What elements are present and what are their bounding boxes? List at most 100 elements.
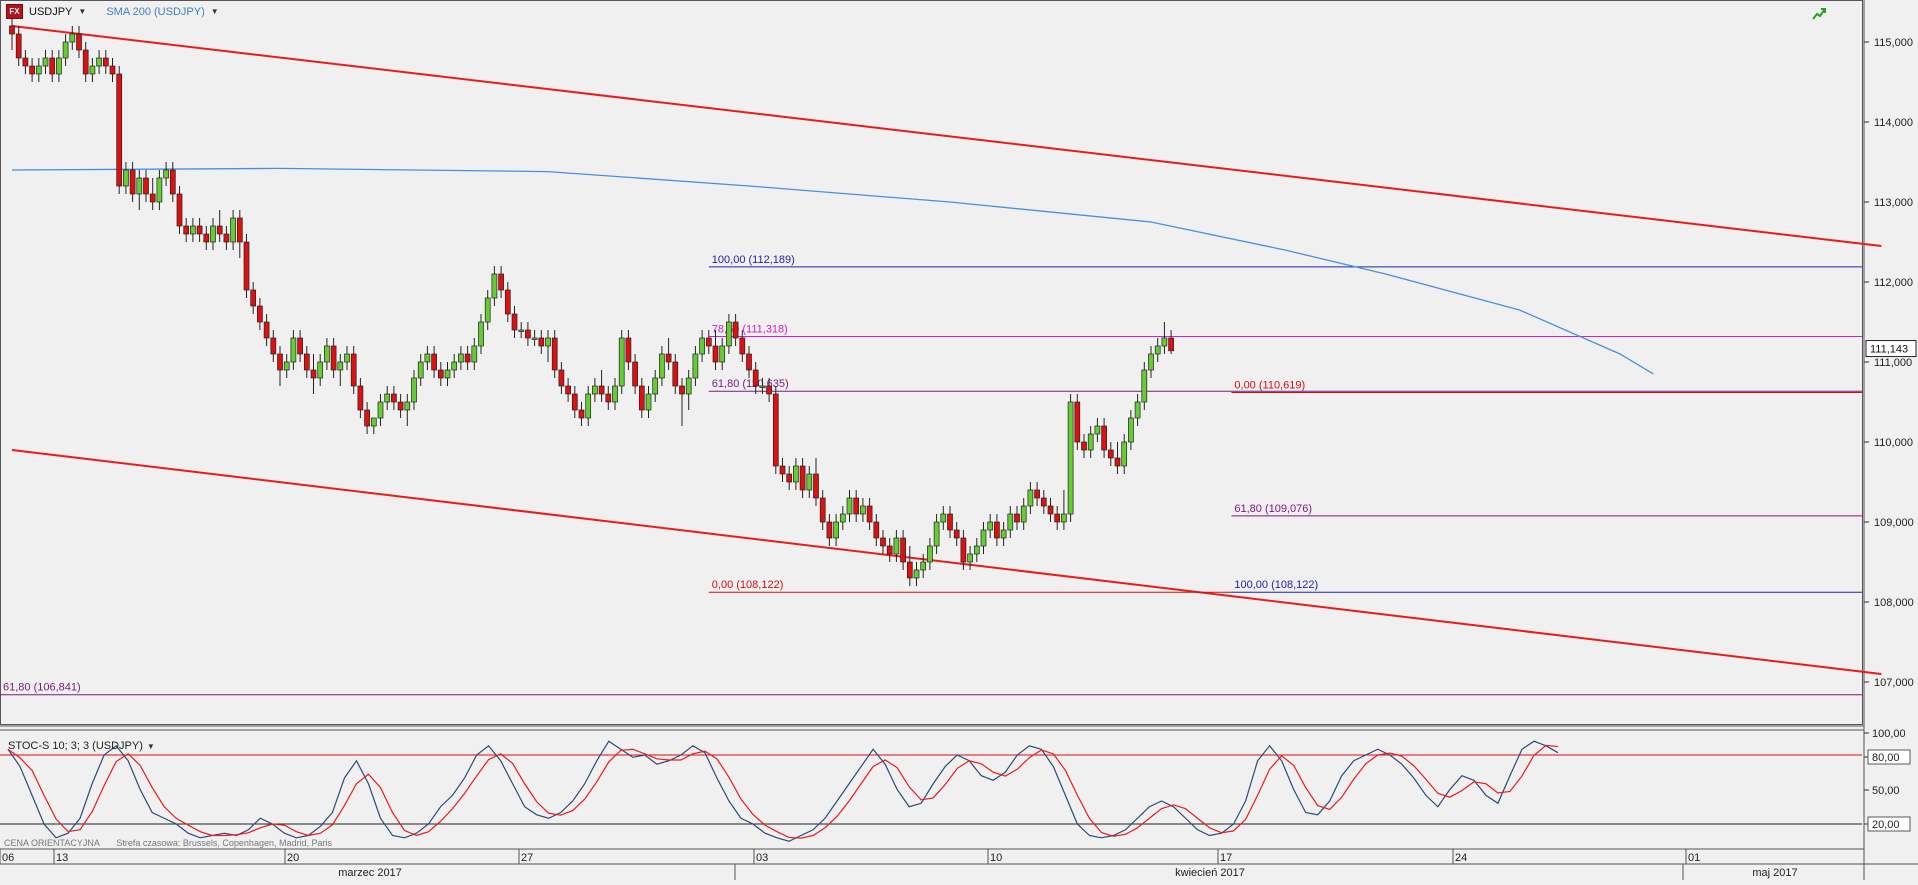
candle xyxy=(866,498,873,530)
candle xyxy=(565,378,571,402)
candle xyxy=(123,162,129,194)
candle-body xyxy=(1141,369,1148,403)
candle xyxy=(927,538,933,570)
candle xyxy=(525,322,531,346)
candle xyxy=(645,386,652,418)
sma-dropdown-icon[interactable]: ▼ xyxy=(210,7,219,16)
fib-level-label: 0,00 (108,122) xyxy=(712,579,784,591)
candle xyxy=(109,58,116,82)
candle xyxy=(799,458,806,498)
candle-body xyxy=(498,273,504,291)
candle-body xyxy=(9,25,15,35)
candle-body xyxy=(1121,441,1128,467)
candle-body xyxy=(1074,401,1081,443)
candle xyxy=(967,546,973,570)
symbol-dropdown-icon[interactable]: ▼ xyxy=(78,7,87,16)
candle xyxy=(679,378,685,426)
candle-body xyxy=(772,393,779,467)
candle xyxy=(230,210,236,250)
candle xyxy=(551,330,558,378)
candle-body xyxy=(645,393,652,411)
stoch-tick-label: 50,00 xyxy=(1872,785,1900,797)
candle-body xyxy=(1114,457,1121,467)
candle-body xyxy=(350,353,357,387)
candle xyxy=(9,18,15,50)
candle xyxy=(35,58,42,82)
candle-body xyxy=(853,497,860,515)
candle xyxy=(163,162,169,186)
stoch-k-line xyxy=(7,740,1559,842)
day-label: 20 xyxy=(287,852,299,864)
candle xyxy=(190,218,196,242)
candle xyxy=(404,394,411,426)
candle xyxy=(893,530,900,562)
candle xyxy=(1000,522,1007,546)
symbol-selector[interactable]: USDJPY xyxy=(29,5,73,18)
candle xyxy=(672,354,679,394)
candle xyxy=(592,378,598,402)
candle xyxy=(42,50,49,74)
candle-body xyxy=(263,321,270,339)
candle xyxy=(377,394,384,426)
month-label: marzec 2017 xyxy=(338,867,402,879)
candle-body xyxy=(692,353,699,379)
candle-body xyxy=(424,353,431,363)
candle-body xyxy=(384,393,391,403)
candle xyxy=(283,354,290,378)
sma-indicator-label[interactable]: SMA 200 (USDJPY) xyxy=(106,5,205,18)
candle xyxy=(478,314,484,354)
candle xyxy=(511,306,518,338)
candle xyxy=(1094,418,1101,442)
candle-body xyxy=(960,537,967,563)
stoch-dropdown-icon[interactable]: ▼ xyxy=(146,741,155,751)
chart-trend-icon[interactable] xyxy=(1812,8,1826,20)
candle xyxy=(263,314,270,346)
candle xyxy=(746,346,752,378)
price-tick-label: 107,000 xyxy=(1874,677,1914,689)
sma-200-line xyxy=(11,167,1654,375)
candle xyxy=(384,386,391,410)
candle xyxy=(933,514,940,554)
candle-body xyxy=(109,65,116,75)
candle xyxy=(458,346,464,370)
candle xyxy=(1040,490,1047,514)
candle xyxy=(196,218,203,242)
candle xyxy=(169,162,176,202)
candle-body xyxy=(987,521,994,531)
candle xyxy=(56,50,62,82)
candle-body xyxy=(478,321,484,347)
candle xyxy=(973,538,980,562)
candle-body xyxy=(786,473,793,483)
candle-body xyxy=(163,169,169,179)
candle-body xyxy=(1040,497,1047,507)
candle xyxy=(498,266,504,298)
candle xyxy=(337,354,344,386)
candle-body xyxy=(632,361,638,387)
candle-body xyxy=(210,225,216,243)
candle xyxy=(739,330,746,362)
fib-level-label: 78,60 (111,318) xyxy=(712,324,788,336)
price-tick-label: 115,000 xyxy=(1874,37,1913,49)
candle xyxy=(618,330,625,394)
stoch-tick-label: 80,00 xyxy=(1872,752,1900,764)
candle xyxy=(900,530,906,570)
candle-body xyxy=(598,385,605,395)
candle xyxy=(920,554,927,578)
candle xyxy=(303,346,310,378)
candle-body xyxy=(846,497,853,515)
price-tick-label: 110,000 xyxy=(1874,437,1913,449)
candle xyxy=(290,330,297,370)
candle xyxy=(813,458,819,506)
candle-body xyxy=(96,57,102,67)
candle xyxy=(62,34,69,66)
candle xyxy=(1154,338,1161,362)
candle-body xyxy=(464,353,471,363)
price-tick-label: 113,000 xyxy=(1874,197,1913,209)
candle xyxy=(638,378,645,418)
candle-body xyxy=(679,385,685,395)
candle xyxy=(578,402,585,426)
candle-body xyxy=(1067,401,1074,515)
candle-body xyxy=(317,361,324,379)
stoch-indicator-label[interactable]: STOC-S 10; 3; 3 (USDJPY) xyxy=(8,740,143,752)
candle xyxy=(719,338,726,370)
